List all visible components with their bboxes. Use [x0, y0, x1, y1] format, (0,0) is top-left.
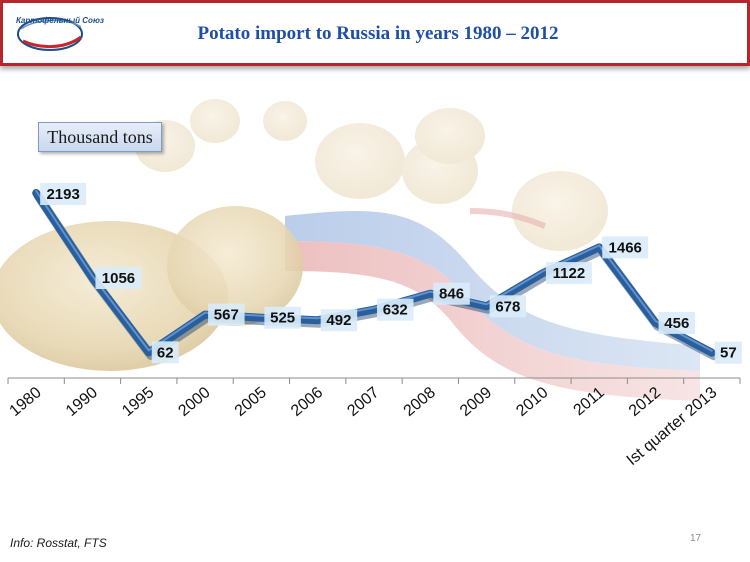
x-tick-label: 1980	[7, 384, 45, 420]
data-label-bg	[714, 341, 742, 364]
data-label-bg	[545, 262, 592, 285]
data-label-bg	[489, 295, 527, 318]
header-bar: Картофельный Союз Potato import to Russi…	[0, 0, 750, 66]
x-tick-label: 2011	[571, 384, 608, 419]
x-tick-label: 2006	[288, 384, 326, 420]
data-label: 1466	[602, 236, 649, 259]
data-label-bg	[658, 311, 696, 334]
ribbon-red	[285, 241, 700, 401]
x-tick-label: 2000	[175, 384, 213, 420]
x-tick-label: 2010	[513, 384, 551, 420]
unit-label: Thousand tons	[38, 122, 162, 152]
logo-text: Картофельный Союз	[16, 16, 104, 25]
data-label: 846	[433, 282, 470, 305]
data-label: 57	[714, 341, 742, 364]
company-logo	[17, 17, 83, 51]
data-label-text: 1466	[609, 239, 642, 256]
data-label-text: 57	[720, 345, 737, 362]
data-label-text: 456	[664, 315, 689, 332]
data-label: 567	[208, 303, 245, 326]
x-tick-label: 2005	[232, 384, 270, 420]
data-label: 632	[377, 298, 414, 321]
data-label-text: 525	[270, 310, 295, 327]
data-label-text: 2193	[46, 186, 79, 203]
data-label-text: 1122	[553, 265, 586, 282]
data-label-bg	[40, 183, 87, 206]
x-tick-label: 2007	[344, 384, 382, 420]
data-label-bg	[95, 267, 142, 290]
data-label-text: 846	[439, 286, 464, 303]
page-number: 17	[690, 533, 702, 544]
ribbon-blue	[285, 211, 700, 371]
x-tick-label: 1990	[63, 384, 101, 420]
data-label: 492	[320, 309, 358, 332]
source-note: Info: Rosstat, FTS	[10, 536, 107, 550]
data-label-bg	[151, 341, 179, 364]
data-label: 2193	[40, 183, 87, 206]
data-label-bg	[208, 303, 245, 326]
page-title: Potato import to Russia in years 1980 – …	[197, 23, 559, 44]
data-label: 456	[658, 311, 696, 334]
data-label-text: 567	[214, 307, 239, 324]
data-label-bg	[602, 236, 649, 259]
data-label-text: 1056	[102, 270, 135, 287]
data-label: 678	[489, 295, 527, 318]
series-line	[32, 189, 716, 357]
x-tick-label: 2009	[457, 384, 495, 420]
data-label-text: 492	[326, 312, 351, 329]
x-tick-label: 2008	[401, 384, 439, 420]
x-tick-label: 2012	[626, 384, 664, 420]
data-label-bg	[377, 298, 414, 321]
data-label-bg	[320, 309, 358, 332]
data-label: 525	[264, 306, 301, 329]
data-label-text: 632	[383, 302, 408, 319]
data-label: 1056	[95, 267, 142, 290]
data-label-bg	[433, 282, 470, 305]
x-tick-label: 1995	[119, 384, 157, 420]
data-label: 1122	[545, 262, 592, 285]
background-illustration	[0, 99, 700, 401]
series-line-highlight	[35, 190, 713, 352]
potatoes-decoration	[135, 99, 608, 251]
data-label: 62	[151, 341, 179, 364]
data-label-bg	[264, 306, 301, 329]
data-label-text: 62	[157, 344, 174, 361]
data-label-text: 678	[495, 298, 520, 315]
